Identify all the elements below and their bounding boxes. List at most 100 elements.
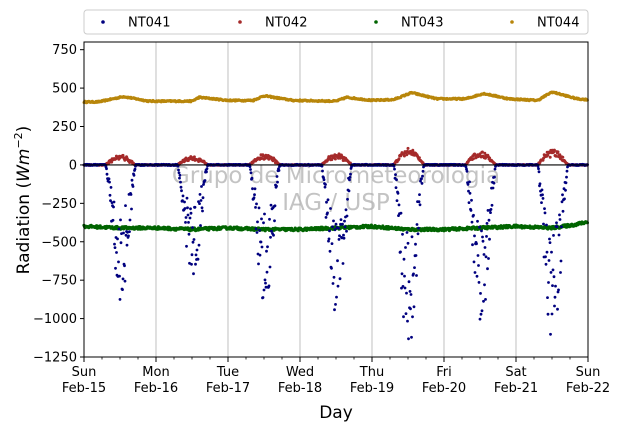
nt041-point [550,312,554,316]
nt041-point [394,186,398,190]
nt042-point [554,154,558,158]
nt042-point [558,153,562,157]
nt041-point [477,281,481,284]
nt041-point [482,253,486,256]
nt041-point [130,207,133,211]
nt041-point [399,250,402,254]
nt041-point [490,203,494,207]
watermark: Grupo de Micrometeorologia IAG / USP [172,163,500,216]
nt041-point [478,317,482,321]
x-tick-label-date: Feb-20 [422,381,466,396]
nt041-point [396,191,400,195]
nt041-point [124,204,127,208]
nt041-point [399,211,403,215]
nt042-point [411,148,415,152]
nt041-point [549,332,552,336]
nt041-point [262,288,266,292]
nt041-point [184,221,187,224]
nt041-point [548,241,552,245]
nt041-point [415,223,419,226]
nt041-point [194,262,197,266]
nt041-point [339,222,342,226]
nt041-point [489,211,492,215]
nt041-point [418,203,422,207]
nt041-point [322,178,326,182]
nt041-point [180,189,183,193]
nt041-point [486,209,490,212]
nt041-point [105,172,109,176]
nt041-point [553,295,557,299]
nt041-point [552,234,555,237]
nt041-point [556,290,560,294]
nt041-point [414,254,418,257]
nt042-point [556,150,560,154]
nt041-point [105,167,108,171]
legend: NT041 NT042 NT043 NT044 [83,9,589,35]
nt041-point [117,260,120,264]
nt041-point [541,197,545,200]
x-tick-label-date: Feb-17 [206,381,250,396]
nt041-point [335,295,338,299]
y-axis-title: Radiation (Wm−2) [12,126,34,275]
nt041-point [330,266,333,270]
nt041-point [202,183,205,186]
nt041-point [476,254,480,257]
x-tick-label-date: Feb-15 [62,381,106,396]
nt041-point [542,222,545,226]
nt041-point [330,242,334,246]
nt041-point [563,197,566,201]
nt041-point [331,282,335,285]
nt041-point [259,240,263,244]
nt041-point [183,200,186,204]
nt041-point [249,168,252,171]
nt041-point [409,293,413,296]
nt041-point [275,184,278,188]
nt041-point [549,271,553,274]
nt041-point [541,193,544,197]
x-tick-label-day: Fri [436,365,452,380]
nt041-point [133,167,137,171]
nt041-point [199,224,202,227]
nt041-point [467,201,471,205]
nt041-point [183,207,187,210]
nt041-point [414,242,417,246]
nt041-point [478,225,481,229]
nt041-point [479,312,483,316]
nt041-point [551,284,554,287]
nt041-point [325,200,328,204]
nt041-point [560,225,563,229]
nt041-point [334,222,338,226]
y-tick-label: 750 [52,43,77,58]
nt041-point [323,185,327,189]
nt041-point [546,296,549,299]
nt041-point [270,229,273,233]
nt041-point [123,264,126,268]
nt042-point [402,154,406,158]
nt041-point [403,286,407,290]
nt041-point [405,291,408,295]
nt042-point [417,156,421,160]
nt041-point [131,185,135,188]
legend-label-nt044: NT044 [537,16,579,31]
nt041-point [261,296,265,299]
nt041-point [565,169,569,173]
nt041-point [336,284,340,288]
legend-label-nt041: NT041 [128,16,170,31]
nt041-point [122,231,125,235]
nt041-point [201,209,204,213]
nt041-point [395,178,398,182]
nt041-point [411,315,414,319]
nt041-point [109,186,113,189]
y-tick-label: −1250 [33,351,77,366]
nt041-point [407,280,411,284]
nt041-point [544,255,547,259]
nt041-point [341,262,345,265]
nt041-point [413,266,416,269]
nt041-point [410,335,413,339]
nt041-point [401,285,405,288]
nt042-point [197,160,201,163]
legend-marker-nt043 [374,20,378,24]
nt041-point [404,246,407,249]
nt041-point [268,265,272,269]
nt041-point [272,233,275,237]
